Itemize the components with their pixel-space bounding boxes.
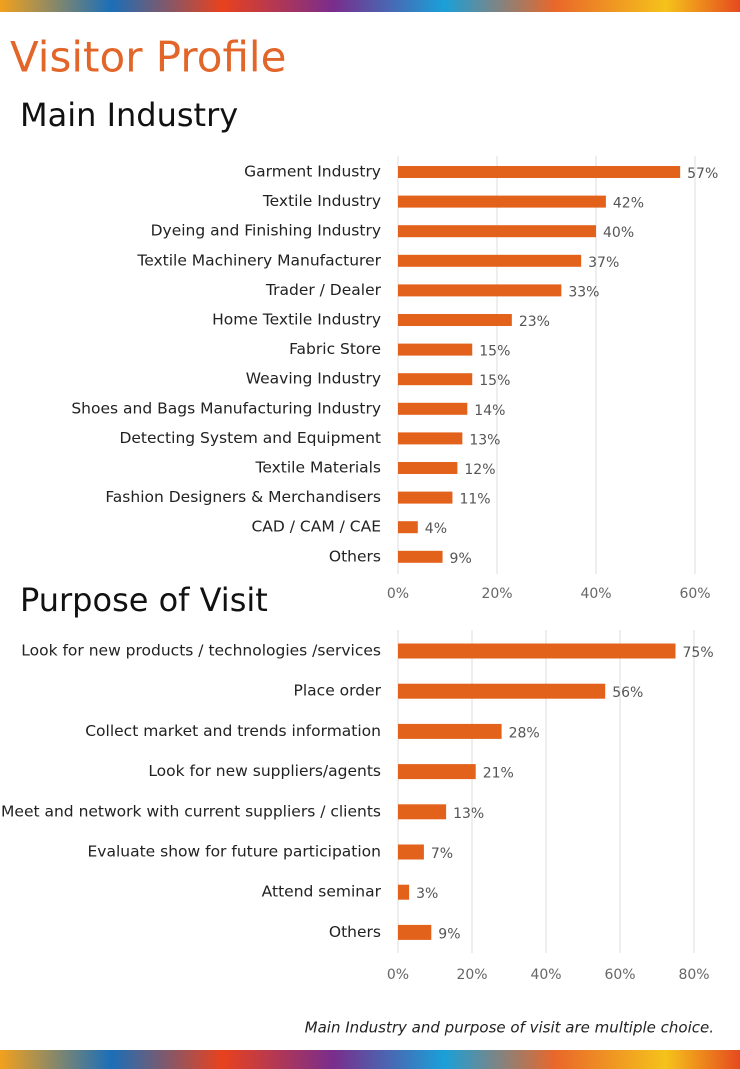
y-tick-label: Evaluate show for future participation <box>88 843 382 861</box>
value-label: 40% <box>603 225 634 241</box>
y-tick-label: Meet and network with current suppliers … <box>1 802 381 820</box>
y-tick-label: Fabric Store <box>289 340 381 358</box>
value-label: 37% <box>588 255 619 271</box>
value-label: 21% <box>483 766 514 782</box>
bar <box>398 844 424 860</box>
bar <box>398 804 447 820</box>
x-tick-label: 80% <box>678 967 709 983</box>
bar <box>398 462 458 474</box>
y-tick-label: Look for new products / technologies /se… <box>21 642 381 660</box>
y-tick-label: Textile Materials <box>255 459 381 477</box>
bar <box>398 683 606 699</box>
y-tick-label: Trader / Dealer <box>265 281 382 299</box>
value-label: 12% <box>464 462 495 478</box>
y-tick-label: Detecting System and Equipment <box>119 429 381 447</box>
x-tick-label: 40% <box>530 967 561 983</box>
y-tick-label: Home Textile Industry <box>212 311 381 329</box>
value-label: 33% <box>568 284 599 300</box>
bar <box>398 643 676 659</box>
y-tick-label: Look for new suppliers/agents <box>148 762 381 780</box>
y-tick-label: Fashion Designers & Merchandisers <box>105 488 381 506</box>
y-tick-label: Others <box>329 547 381 565</box>
bar <box>398 284 562 297</box>
y-tick-label: Collect market and trends information <box>85 722 381 740</box>
value-label: 3% <box>416 886 438 902</box>
y-tick-label: Place order <box>294 682 382 700</box>
x-tick-label: 20% <box>456 967 487 983</box>
x-tick-label: 60% <box>679 586 710 602</box>
bar <box>398 314 512 326</box>
bar <box>398 166 681 178</box>
bar <box>398 764 476 780</box>
page-title: Visitor Profile <box>10 33 286 82</box>
x-tick-label: 0% <box>387 586 409 602</box>
value-label: 56% <box>612 685 643 701</box>
bar <box>398 884 410 900</box>
bar <box>398 225 596 238</box>
value-label: 42% <box>613 196 644 212</box>
y-tick-label: Dyeing and Finishing Industry <box>151 222 381 240</box>
value-label: 4% <box>425 521 447 537</box>
value-label: 57% <box>687 166 718 182</box>
value-label: 11% <box>459 492 490 508</box>
value-label: 7% <box>431 846 453 862</box>
value-label: 9% <box>438 926 460 942</box>
bar <box>398 723 502 739</box>
x-tick-label: 0% <box>387 967 409 983</box>
value-label: 14% <box>474 403 505 419</box>
bar <box>398 550 443 563</box>
bar <box>398 373 473 386</box>
value-label: 9% <box>450 551 472 567</box>
bottom-band <box>0 1050 740 1069</box>
y-tick-label: Attend seminar <box>262 883 382 901</box>
footnote: Main Industry and purpose of visit are m… <box>305 1019 714 1037</box>
value-label: 13% <box>453 806 484 822</box>
chart-title: Purpose of Visit <box>20 581 268 619</box>
bar <box>398 402 468 415</box>
bar <box>398 432 463 445</box>
y-tick-label: Garment Industry <box>244 163 381 181</box>
y-tick-label: Weaving Industry <box>246 370 381 388</box>
value-label: 15% <box>479 373 510 389</box>
bar <box>398 521 418 534</box>
value-label: 15% <box>479 344 510 360</box>
y-tick-label: Others <box>329 923 381 941</box>
y-tick-label: Shoes and Bags Manufacturing Industry <box>71 399 381 417</box>
y-tick-label: CAD / CAM / CAE <box>251 518 381 536</box>
x-tick-label: 20% <box>481 586 512 602</box>
chart-title: Main Industry <box>20 96 238 134</box>
top-band <box>0 0 740 12</box>
value-label: 13% <box>469 432 500 448</box>
bar <box>398 254 582 267</box>
value-label: 75% <box>683 645 714 661</box>
x-tick-label: 60% <box>604 967 635 983</box>
bar <box>398 195 606 208</box>
value-label: 23% <box>519 314 550 330</box>
bar <box>398 491 453 504</box>
value-label: 28% <box>509 725 540 741</box>
y-tick-label: Textile Machinery Manufacturer <box>136 251 381 269</box>
y-tick-label: Textile Industry <box>262 192 381 210</box>
bar <box>398 924 432 940</box>
x-tick-label: 40% <box>580 586 611 602</box>
bar <box>398 343 473 356</box>
